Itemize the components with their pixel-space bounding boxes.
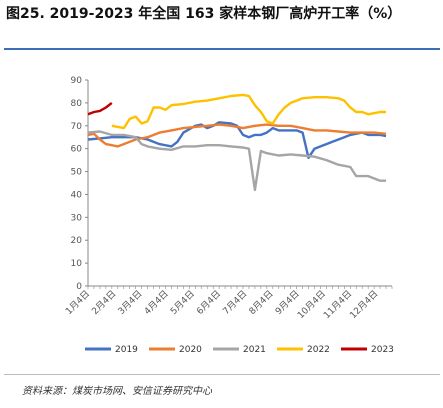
legend: 2019 2020 2021 2022 2023: [85, 345, 394, 355]
legend-label-2021: 2021: [243, 345, 266, 355]
x-tick-label: 2月4日: [90, 288, 119, 317]
y-tick-label: 0: [76, 282, 82, 292]
x-tick-label: 12月4日: [348, 288, 381, 321]
chart-axes: 0 10 20 30 40 50 60 70 80 90: [71, 76, 393, 292]
series-line-2023: [87, 101, 113, 116]
y-tick-label: 90: [71, 76, 83, 86]
legend-label-2023: 2023: [371, 345, 394, 355]
y-tick-label: 40: [71, 190, 83, 200]
y-tick-label: 20: [71, 236, 83, 246]
y-tick-label: 30: [71, 213, 83, 223]
chart-title: 图25. 2019-2023 年全国 163 家样本钢厂高炉开工率（%）: [6, 6, 402, 22]
legend-label-2019: 2019: [115, 345, 138, 355]
x-tick-label: 7月4日: [221, 288, 250, 317]
x-tick-label: 6月4日: [195, 288, 224, 317]
series-line-2019: [87, 121, 387, 159]
y-tick-label: 80: [71, 99, 83, 109]
legend-label-2020: 2020: [179, 345, 202, 355]
y-tick-label: 70: [71, 122, 83, 132]
y-tick-label: 10: [71, 259, 83, 269]
series-line-2021: [87, 130, 386, 192]
legend-label-2022: 2022: [307, 345, 330, 355]
series-line-2022: [111, 93, 386, 130]
x-tick-label: 1月4日: [64, 288, 93, 317]
y-tick-label: 60: [71, 145, 83, 155]
x-tick-label: 3月4日: [116, 288, 145, 317]
title-divider: [4, 48, 440, 50]
series-line-2020: [87, 123, 387, 148]
x-tick-label: 5月4日: [168, 288, 197, 317]
series-lines: [87, 93, 387, 192]
x-tick-label: 4月4日: [142, 288, 171, 317]
x-tick-label: 8月4日: [247, 288, 276, 317]
x-tick-labels: 1月4日2月4日3月4日4月4日5月4日6月4日7月4日8月4日9月4日10月4…: [64, 288, 381, 321]
y-tick-label: 50: [71, 168, 83, 178]
source-divider: [4, 374, 440, 375]
source-note: 资料来源：煤炭市场网、安信证券研究中心: [22, 386, 212, 397]
